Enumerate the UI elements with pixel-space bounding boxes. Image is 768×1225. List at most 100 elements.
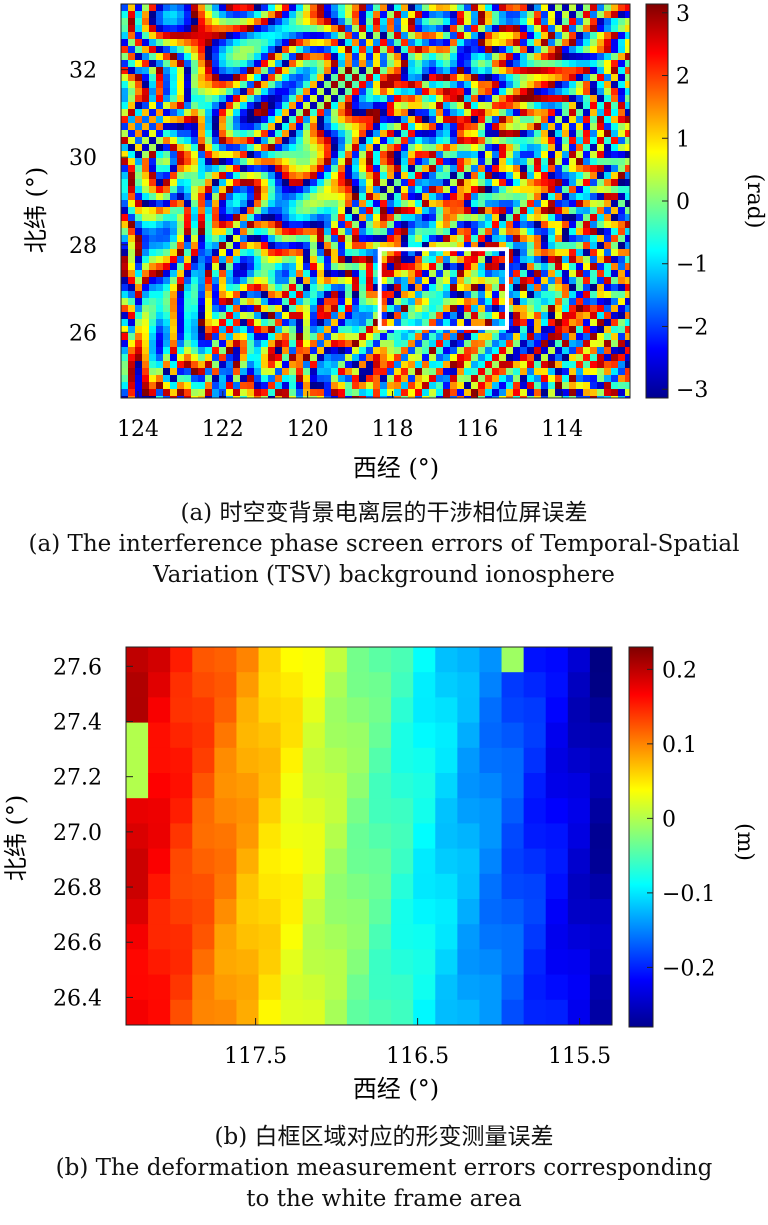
heatmap-cell: [413, 647, 436, 673]
heatmap-cell: [163, 144, 171, 152]
heatmap-cell: [513, 32, 521, 40]
heatmap-cell: [422, 88, 430, 96]
heatmap-cell: [317, 333, 325, 341]
heatmap-cell: [450, 18, 458, 26]
heatmap-cell: [590, 389, 598, 397]
heatmap-cell: [520, 375, 528, 383]
heatmap-cell: [121, 375, 129, 383]
heatmap-cell: [457, 102, 465, 110]
heatmap-cell: [485, 53, 493, 61]
heatmap-cell: [562, 102, 570, 110]
heatmap-cell: [583, 109, 591, 117]
heatmap-cell: [401, 200, 409, 208]
heatmap-cell: [408, 109, 416, 117]
heatmap-cell: [611, 74, 619, 82]
heatmap-cell: [387, 389, 395, 397]
heatmap-cell: [198, 123, 206, 131]
heatmap-cell: [597, 340, 605, 348]
heatmap-cell: [464, 137, 472, 145]
heatmap-cell: [548, 88, 556, 96]
heatmap-cell: [268, 46, 276, 54]
heatmap-cell: [373, 74, 381, 82]
heatmap-cell: [401, 305, 409, 313]
heatmap-cell: [597, 235, 605, 243]
heatmap-cell: [611, 60, 619, 68]
heatmap-cell: [156, 326, 164, 334]
heatmap-cell: [625, 88, 631, 96]
heatmap-cell: [464, 67, 472, 75]
heatmap-cell: [597, 123, 605, 131]
heatmap-cell: [247, 249, 255, 257]
heatmap-cell: [618, 270, 626, 278]
heatmap-cell: [296, 375, 304, 383]
heatmap-cell: [513, 270, 521, 278]
heatmap-cell: [226, 53, 234, 61]
heatmap-cell: [177, 221, 185, 229]
heatmap-cell: [126, 924, 149, 950]
heatmap-cell: [268, 340, 276, 348]
heatmap-cell: [562, 207, 570, 215]
heatmap-cell: [247, 158, 255, 166]
heatmap-cell: [317, 4, 325, 12]
heatmap-cell: [261, 382, 269, 390]
heatmap-cell: [198, 347, 206, 355]
heatmap-cell: [142, 333, 150, 341]
heatmap-cell: [268, 326, 276, 334]
heatmap-cell: [240, 382, 248, 390]
heatmap-cell: [310, 319, 318, 327]
heatmap-cell: [296, 39, 304, 47]
heatmap-cell: [324, 899, 348, 925]
heatmap-cell: [443, 361, 451, 369]
heatmap-cell: [499, 25, 507, 33]
heatmap-cell: [408, 144, 416, 152]
heatmap-cell: [527, 249, 535, 257]
heatmap-cell: [177, 193, 185, 201]
heatmap-cell: [261, 46, 269, 54]
heatmap-cell: [401, 354, 409, 362]
heatmap-cell: [352, 200, 360, 208]
heatmap-cell: [240, 39, 248, 47]
heatmap-cell: [422, 347, 430, 355]
heatmap-cell: [128, 53, 136, 61]
heatmap-cell: [338, 60, 346, 68]
heatmap-cell: [317, 305, 325, 313]
heatmap-cell: [258, 848, 282, 875]
heatmap-cell: [443, 60, 451, 68]
heatmap-cell: [506, 130, 514, 138]
heatmap-cell: [471, 319, 479, 327]
heatmap-cell: [128, 298, 136, 306]
heatmap-cell: [303, 319, 311, 327]
heatmap-cell: [121, 151, 129, 159]
heatmap-cell: [597, 389, 605, 397]
heatmap-cell: [583, 207, 591, 215]
heatmap-cell: [513, 123, 521, 131]
heatmap-cell: [415, 137, 423, 145]
heatmap-cell: [380, 256, 388, 264]
heatmap-cell: [296, 263, 304, 271]
heatmap-cell: [324, 228, 332, 236]
heatmap-cell: [331, 340, 339, 348]
heatmap-cell: [373, 207, 381, 215]
heatmap-cell: [611, 361, 619, 369]
heatmap-cell: [545, 798, 569, 824]
heatmap-cell: [275, 39, 283, 47]
heatmap-cell: [352, 333, 360, 341]
heatmap-cell: [191, 389, 199, 397]
heatmap-cell: [548, 186, 556, 194]
heatmap-cell: [380, 298, 388, 306]
heatmap-cell: [275, 375, 283, 383]
heatmap-cell: [450, 277, 458, 285]
heatmap-cell: [443, 25, 451, 33]
heatmap-cell: [471, 340, 479, 348]
heatmap-cell: [296, 137, 304, 145]
heatmap-cell: [604, 25, 612, 33]
heatmap-cell: [254, 60, 262, 68]
heatmap-cell: [506, 193, 514, 201]
heatmap-cell: [590, 165, 598, 173]
heatmap-cell: [436, 67, 444, 75]
heatmap-cell: [289, 102, 297, 110]
heatmap-cell: [359, 158, 367, 166]
heatmap-cell: [247, 207, 255, 215]
heatmap-cell: [128, 39, 136, 47]
heatmap-cell: [233, 326, 241, 334]
